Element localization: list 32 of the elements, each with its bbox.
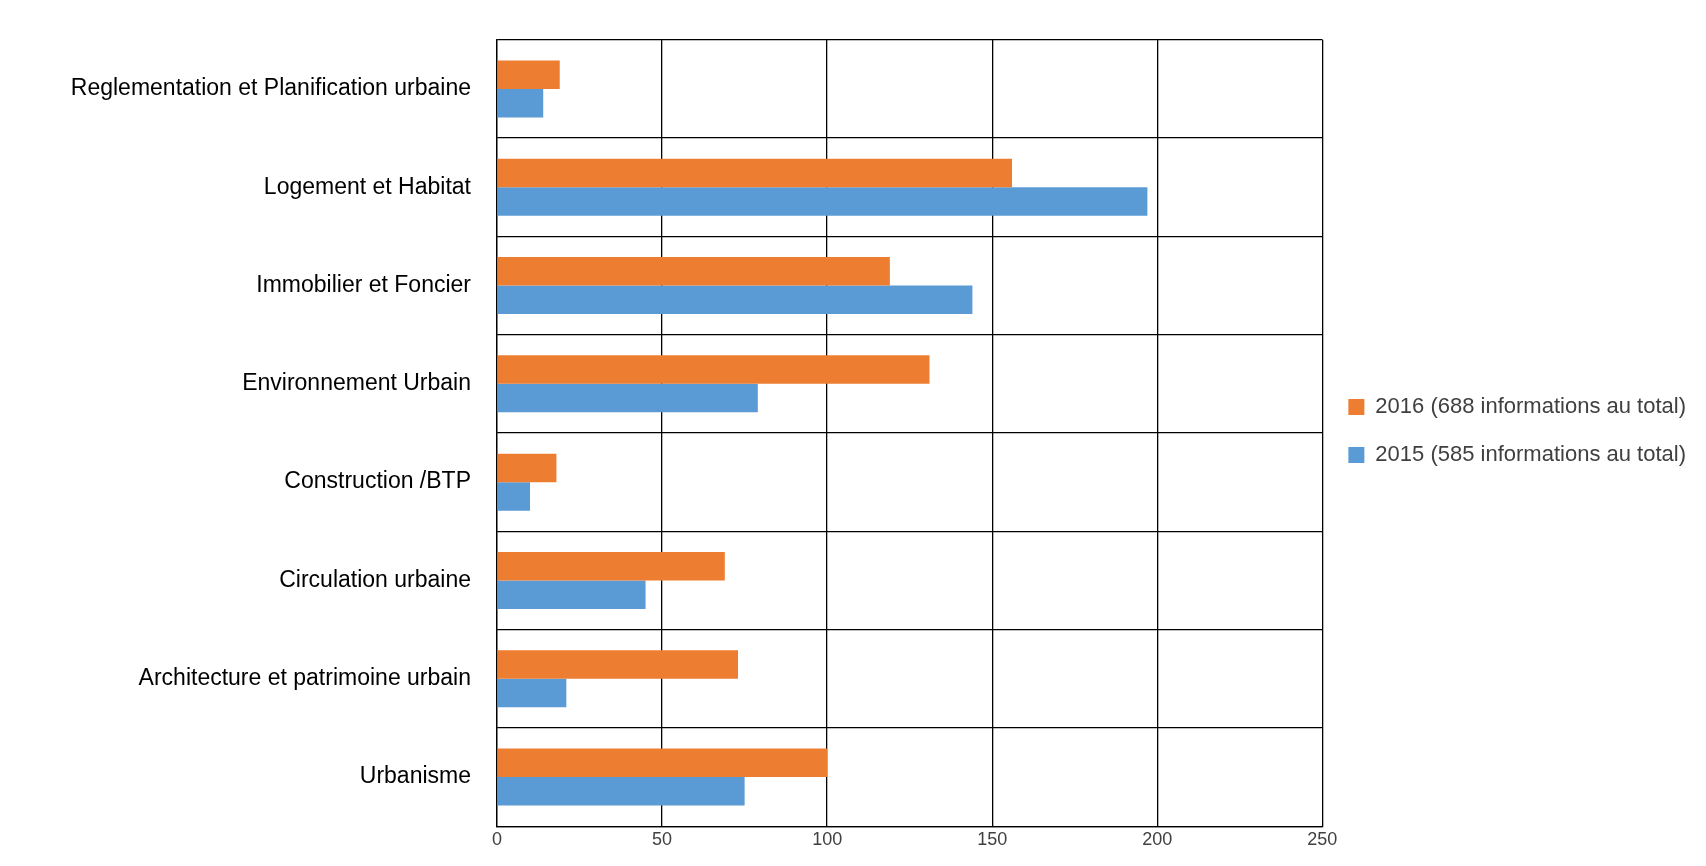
bar [497, 580, 646, 609]
legend-label: 2016 (688 informations au total) [1375, 393, 1687, 419]
bar [497, 650, 739, 679]
bar [497, 158, 1013, 188]
bar [497, 748, 828, 778]
x-tick-label: 0 [491, 828, 503, 849]
bar [497, 777, 745, 806]
y-tick-label: Construction /BTP [284, 467, 471, 494]
y-tick-label: Architecture et patrimoine urbain [138, 664, 471, 691]
bar [497, 678, 567, 708]
y-tick-label: Logement et Habitat [263, 172, 472, 199]
x-tick-label: 200 [1142, 828, 1173, 849]
y-tick-label: Urbanisme [359, 762, 471, 789]
x-tick-label: 50 [652, 828, 673, 849]
bar [497, 482, 531, 511]
bar [497, 355, 930, 384]
bar [497, 88, 544, 118]
bar [497, 187, 1148, 216]
y-tick-label: Reglementation et Planification urbaine [70, 74, 471, 101]
x-tick-label: 150 [977, 828, 1008, 849]
x-tick-label: 100 [812, 828, 843, 849]
bar [497, 551, 725, 581]
bar [497, 383, 758, 413]
bar [497, 257, 890, 286]
bar [497, 60, 560, 89]
y-tick-label: Environnement Urbain [242, 369, 471, 396]
y-tick-label: Immobilier et Foncier [256, 270, 472, 297]
x-tick-label: 250 [1307, 828, 1338, 849]
bar [497, 453, 557, 483]
y-tick-label: Circulation urbaine [279, 565, 471, 592]
legend-label: 2015 (585 informations au total) [1375, 441, 1687, 467]
bar [497, 285, 973, 315]
